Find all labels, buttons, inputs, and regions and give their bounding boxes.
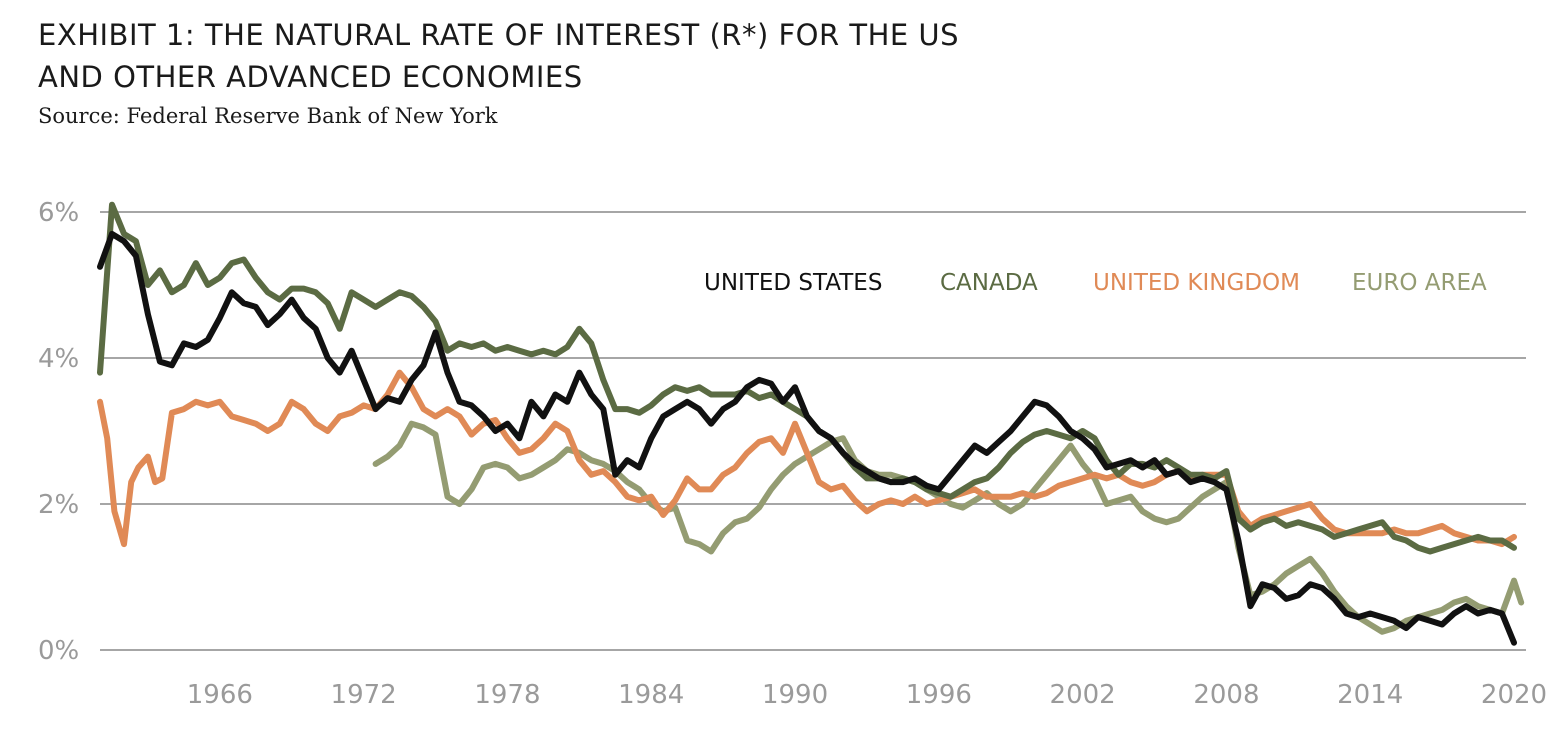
series-line-canada: [97, 201, 1517, 555]
y-tick-label: 4%: [38, 344, 79, 374]
legend-entry-united-kingdom: UNITED KINGDOM: [1093, 270, 1300, 296]
series-line-united-states: [97, 230, 1517, 646]
x-tick-label: 1972: [331, 680, 397, 710]
x-tick-label: 2014: [1337, 680, 1403, 710]
legend: UNITED STATES CANADA UNITED KINGDOM EURO AR…: [704, 270, 1487, 296]
x-tick-label: 2020: [1481, 680, 1547, 710]
series-line-euro-area: [372, 420, 1525, 635]
chart-title-line-2: AND OTHER ADVANCED ECONOMIES: [38, 60, 583, 94]
x-tick-label: 2002: [1050, 680, 1116, 710]
chart-title: EXHIBIT 1: THE NATURAL RATE OF INTEREST …: [38, 14, 1238, 98]
x-tick-label: 1984: [618, 680, 684, 710]
y-tick-label: 0%: [38, 636, 79, 666]
x-tick-label: 1966: [187, 680, 253, 710]
legend-entry-united-states: UNITED STATES: [704, 270, 882, 296]
x-tick-label: 1996: [906, 680, 972, 710]
chart-title-line-1: EXHIBIT 1: THE NATURAL RATE OF INTEREST …: [38, 18, 960, 52]
x-tick-label: 2008: [1193, 680, 1259, 710]
series-layer: [97, 201, 1525, 646]
series-line-united-kingdom: [97, 369, 1517, 548]
y-tick-label: 6%: [38, 198, 79, 228]
y-axis-tick-labels: 0% 2% 4% 6%: [38, 198, 79, 666]
legend-entry-canada: CANADA: [940, 270, 1038, 296]
y-tick-label: 2%: [38, 490, 79, 520]
grid-layer: [100, 211, 1526, 651]
x-tick-label: 1978: [474, 680, 540, 710]
legend-entry-euro-area: EURO AREA: [1352, 270, 1487, 296]
x-tick-label: 1990: [762, 680, 828, 710]
chart-source: Source: Federal Reserve Bank of New York: [38, 104, 498, 128]
x-axis-tick-labels: 1966 1972 1978 1984 1990 1996 2002 2008 2014 2020: [187, 680, 1547, 710]
